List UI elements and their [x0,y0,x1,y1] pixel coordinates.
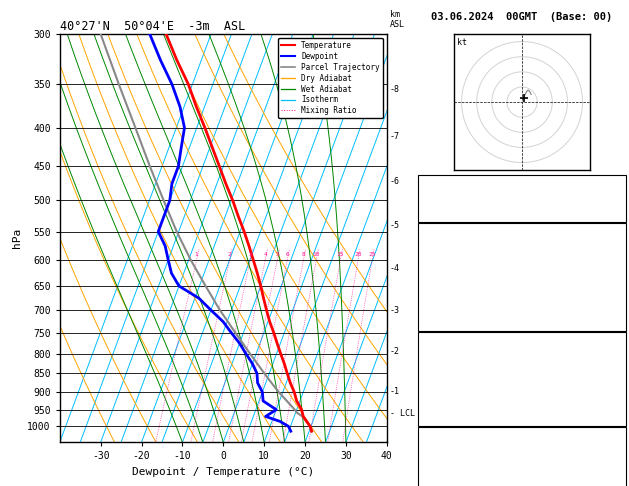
Text: 25: 25 [369,252,376,258]
Text: 8: 8 [301,252,305,258]
Text: 115: 115 [606,446,623,454]
Text: 1015: 1015 [601,351,623,360]
Text: 420: 420 [606,319,623,328]
Text: 15.5: 15.5 [601,257,623,266]
Text: Most Unstable: Most Unstable [487,336,557,345]
Text: kt: kt [457,38,467,47]
Text: 15: 15 [337,252,344,258]
Text: -7: -7 [390,132,400,141]
Text: 47: 47 [612,194,623,203]
Text: θe(K): θe(K) [421,273,448,281]
Text: - LCL: - LCL [390,409,415,417]
Text: EH: EH [421,446,432,454]
Text: 3: 3 [248,252,252,258]
Text: 40°27'N  50°04'E  -3m  ASL: 40°27'N 50°04'E -3m ASL [60,20,245,33]
Text: 4: 4 [264,252,267,258]
Text: -4: -4 [390,264,400,273]
Y-axis label: hPa: hPa [12,228,21,248]
Text: -1: -1 [390,387,400,396]
Text: 420: 420 [606,414,623,422]
Text: -5: -5 [390,221,400,230]
Text: SREH: SREH [421,461,443,470]
Text: Surface: Surface [503,226,541,235]
Text: 27: 27 [612,178,623,187]
Text: © weatheronline.co.uk: © weatheronline.co.uk [474,472,571,481]
Text: 10: 10 [313,252,320,258]
Text: -2: -2 [390,347,400,356]
Text: CAPE (J): CAPE (J) [421,398,464,407]
Text: Dewp (°C): Dewp (°C) [421,257,470,266]
Text: PW (cm): PW (cm) [421,209,459,218]
Text: 20: 20 [354,252,362,258]
Text: Mixing Ratio (g/kg): Mixing Ratio (g/kg) [423,187,432,289]
Text: Hodograph: Hodograph [498,430,546,439]
Text: 03.06.2024  00GMT  (Base: 00): 03.06.2024 00GMT (Base: 00) [431,12,613,22]
Text: 5: 5 [276,252,279,258]
Text: -3: -3 [390,306,400,315]
Text: 2: 2 [617,398,623,407]
Text: km
ASL: km ASL [390,10,405,29]
Text: 2: 2 [617,304,623,312]
Text: 323: 323 [606,367,623,376]
Text: -8: -8 [390,85,400,94]
Text: Temp (°C): Temp (°C) [421,242,470,250]
Text: Pressure (mb): Pressure (mb) [421,351,491,360]
Text: CIN (J): CIN (J) [421,414,459,422]
X-axis label: Dewpoint / Temperature (°C): Dewpoint / Temperature (°C) [132,467,314,477]
Text: 296°: 296° [601,477,623,486]
Text: 2.53: 2.53 [601,209,623,218]
Text: 6: 6 [286,252,289,258]
Text: 323: 323 [606,273,623,281]
Text: 20.6: 20.6 [601,242,623,250]
Text: θe (K): θe (K) [421,367,454,376]
Text: -6: -6 [390,177,400,186]
Text: 156: 156 [606,461,623,470]
Text: Totals Totals: Totals Totals [421,194,491,203]
Text: Lifted Index: Lifted Index [421,288,486,297]
Text: StmDir: StmDir [421,477,454,486]
Text: 2: 2 [228,252,231,258]
Text: CAPE (J): CAPE (J) [421,304,464,312]
Text: CIN (J): CIN (J) [421,319,459,328]
Text: 2: 2 [617,288,623,297]
Legend: Temperature, Dewpoint, Parcel Trajectory, Dry Adiabat, Wet Adiabat, Isotherm, Mi: Temperature, Dewpoint, Parcel Trajectory… [279,38,383,119]
Text: 1: 1 [195,252,199,258]
Text: 2: 2 [617,382,623,391]
Text: Lifted Index: Lifted Index [421,382,486,391]
Text: K: K [421,178,427,187]
